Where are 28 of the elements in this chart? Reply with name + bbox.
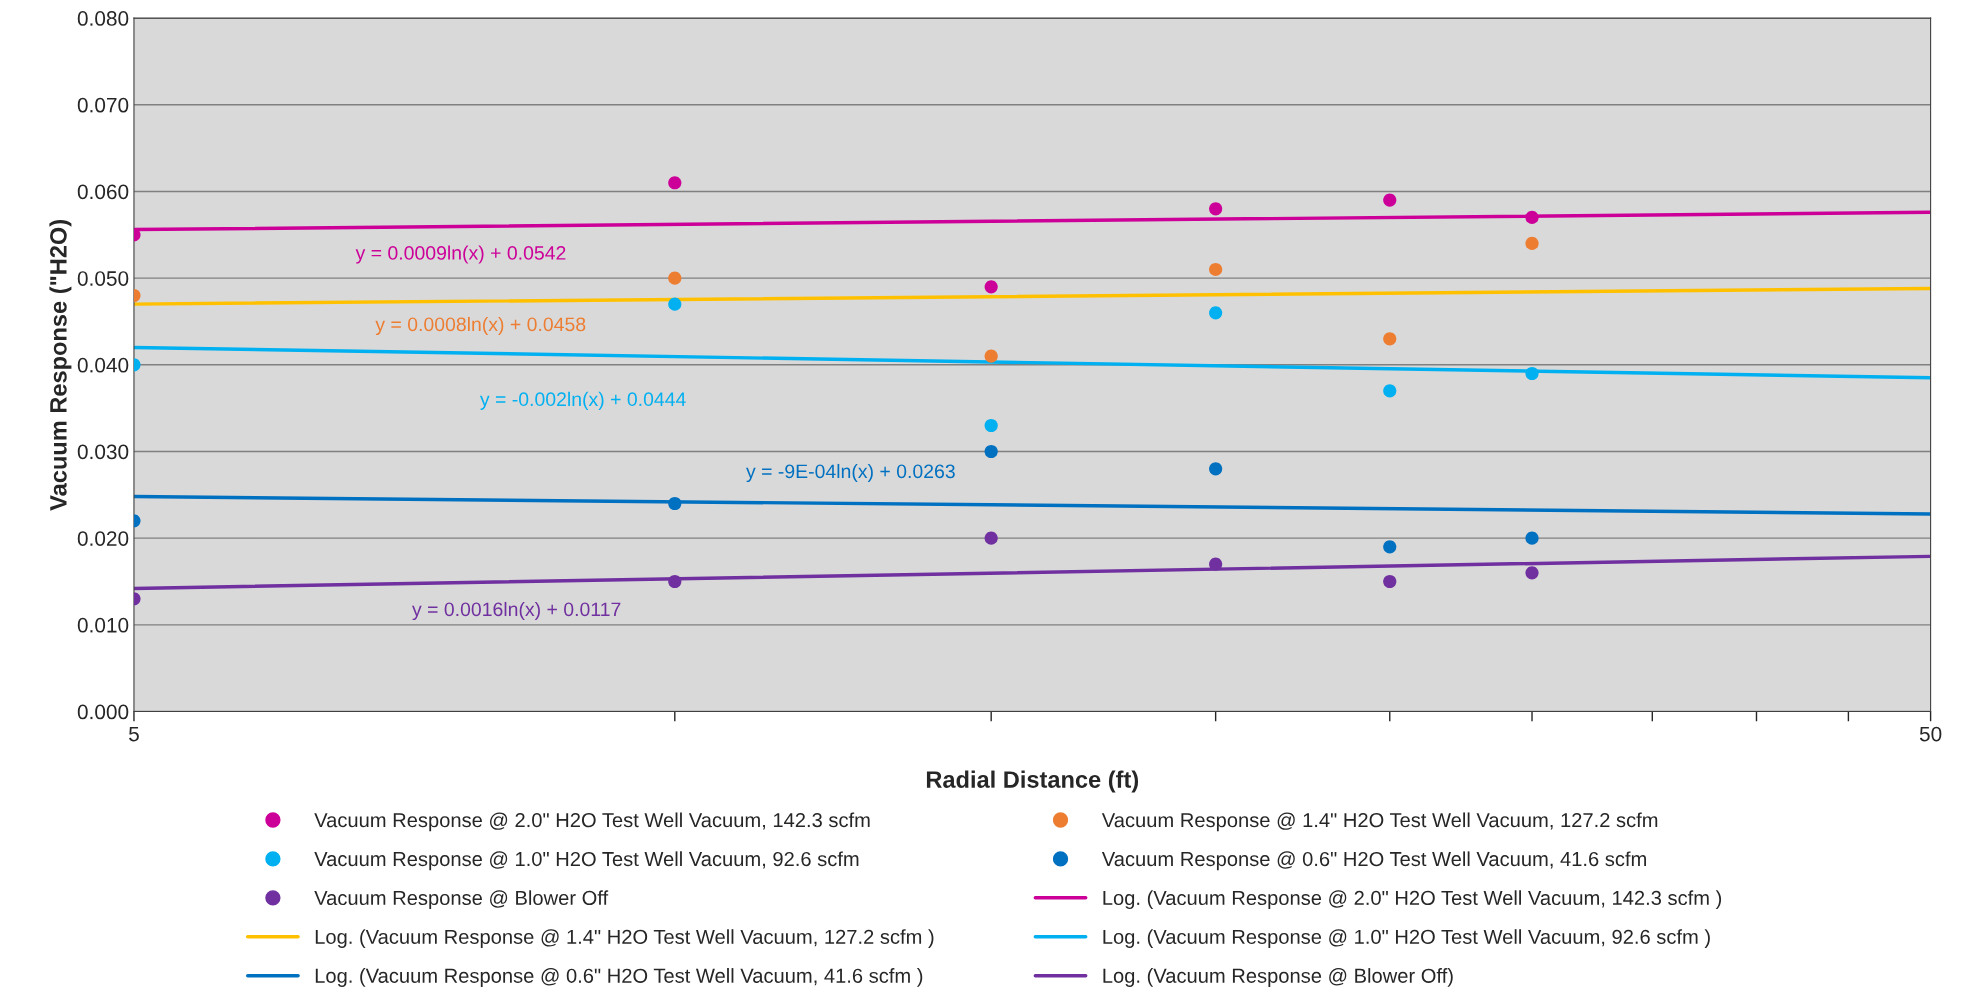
y-tick-label: 0.020: [77, 531, 129, 546]
y-tick-label: 0.070: [77, 97, 129, 113]
x-tick-label: 50: [1919, 726, 1942, 742]
x-axis-title: Radial Distance (ft): [926, 770, 1139, 793]
legend-label: Vacuum Response @ 1.4" H2O Test Well Vacuum, 127.2 scfm: [1101, 812, 1658, 832]
legend-label: Vacuum Response @ 2.0" H2O Test Well Vacuum, 142.3 scfm: [314, 812, 870, 832]
y-tick-label: 0.000: [77, 704, 129, 720]
legend-label: Log. (Vacuum Response @ 1.4" H2O Test Well Vacuum, 127.2 scfm ): [315, 929, 934, 948]
legend-label: Log. (Vacuum Response @ 1.0" H2O Test Well Vacuum, 92.6 scfm ): [1103, 929, 1710, 948]
y-tick-label: 0.040: [77, 357, 129, 373]
legend-label: Vacuum Response @ 1.0" H2O Test Well Vacuum, 92.6 scfm: [314, 851, 859, 871]
legend-label: Vacuum Response @ 0.6" H2O Test Well Vacuum, 41.6 scfm: [1101, 851, 1646, 871]
y-tick-label: 0.060: [77, 184, 129, 200]
legend-label: Log. (Vacuum Response @ 0.6" H2O Test Well Vacuum, 41.6 scfm ): [315, 968, 923, 987]
legend-label: Vacuum Response @ Blower Off: [314, 890, 609, 910]
y-tick-label: 0.050: [77, 271, 129, 286]
legend-label: Log. (Vacuum Response @ 2.0" H2O Test Well Vacuum, 142.3 scfm ): [1103, 890, 1722, 910]
legend-label: Log. (Vacuum Response @ Blower Off): [1103, 968, 1453, 987]
x-tick-label: 5: [129, 726, 139, 742]
y-tick-label: 0.080: [77, 11, 129, 26]
annotation: y = -9E-04ln(x) + 0.0263: [746, 463, 955, 483]
y-axis-title: Vacuum Response ("H2O): [49, 219, 72, 511]
annotation: y = 0.0009ln(x) + 0.0542: [355, 245, 566, 264]
annotation: y = -0.002ln(x) + 0.0444: [479, 391, 686, 410]
y-tick-label: 0.030: [77, 444, 129, 460]
y-tick-label: 0.010: [77, 617, 129, 633]
annotation: y = 0.0016ln(x) + 0.0117: [412, 601, 621, 621]
annotation: y = 0.0008ln(x) + 0.0458: [375, 316, 586, 336]
